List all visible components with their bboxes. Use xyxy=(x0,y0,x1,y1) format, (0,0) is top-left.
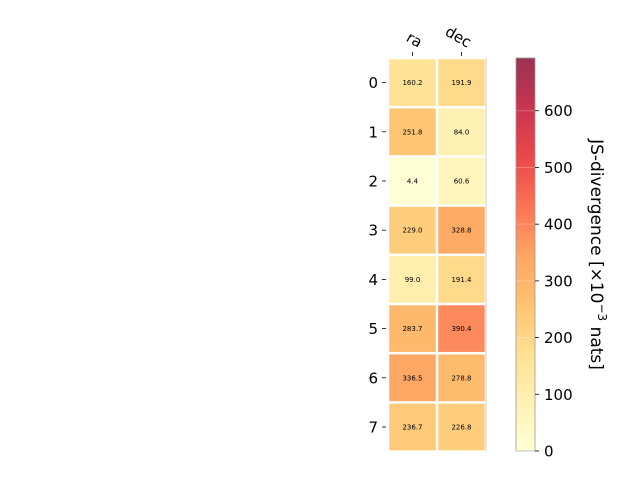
colorbar-tick-label: 400 xyxy=(544,216,573,234)
row-label: 0 xyxy=(368,74,378,92)
heatmap-cell xyxy=(438,256,485,303)
colorbar-tick-label: 100 xyxy=(544,386,573,404)
heatmap-grid: 160.2 191.9 251.8 84.0 4.4 60.6 229.0 328.8 99.0… xyxy=(368,22,487,452)
colorbar-label-unit: nats] xyxy=(586,321,606,370)
row-label: 3 xyxy=(368,222,378,240)
heatmap-cell-label: 99.0 xyxy=(405,276,421,284)
heatmap-cell xyxy=(389,305,436,352)
heatmap-cell-label: 236.7 xyxy=(402,424,422,432)
heatmap-cell-label: 328.8 xyxy=(451,227,471,235)
heatmap-cell-label: 160.2 xyxy=(402,79,422,87)
heatmap-cell xyxy=(389,59,436,106)
heatmap-cell-label: 4.4 xyxy=(407,178,419,186)
heatmap-cell-label: 229.0 xyxy=(402,227,422,235)
heatmap-cell-label: 226.8 xyxy=(451,424,471,432)
heatmap-cell-label: 191.9 xyxy=(451,79,471,87)
heatmap-cell xyxy=(389,256,436,303)
colorbar-label: JS-divergence [×10−3 nats] xyxy=(586,138,609,370)
row-label: 5 xyxy=(368,320,378,338)
heatmap-cell xyxy=(389,157,436,205)
heatmap-cell xyxy=(438,157,485,205)
colorbar-label-exponent: −3 xyxy=(595,303,609,321)
heatmap-cell xyxy=(438,108,485,156)
heatmap-cell-label: 251.8 xyxy=(402,128,422,136)
heatmap-cell xyxy=(438,59,485,106)
colorbar-frame xyxy=(515,57,536,452)
colorbar-label-main: JS-divergence [×10 xyxy=(586,138,606,303)
colorbar-tick-label: 0 xyxy=(544,443,554,461)
colorbar-tick-label: 500 xyxy=(544,159,573,177)
heatmap-cell-label: 60.6 xyxy=(454,178,470,186)
heatmap-cell-label: 283.7 xyxy=(402,325,422,333)
heatmap-cell-label: 336.5 xyxy=(402,374,422,382)
colorbar-tick-label: 200 xyxy=(544,329,573,347)
heatmap-cell xyxy=(438,206,485,254)
colorbar-tick-label: 600 xyxy=(544,102,573,120)
colorbar-gradient xyxy=(516,58,535,451)
column-label: ra xyxy=(403,28,425,51)
heatmap-cell xyxy=(438,403,485,451)
heatmap-cell xyxy=(438,305,485,352)
row-label: 4 xyxy=(368,271,378,289)
row-label: 2 xyxy=(368,173,378,191)
colorbar: 0 100 200 300 400 500 600 JS-divergence [×10−3 … xyxy=(515,57,609,461)
heatmap-cell xyxy=(389,354,436,402)
column-label: dec xyxy=(442,22,474,51)
colorbar-tick-label: 300 xyxy=(544,272,573,290)
heatmap-cell-label: 191.4 xyxy=(451,276,472,284)
heatmap-cell xyxy=(389,403,436,451)
row-label: 6 xyxy=(368,369,378,387)
heatmap-cell xyxy=(438,354,485,402)
row-label: 7 xyxy=(368,419,378,437)
heatmap-cell-label: 390.4 xyxy=(451,325,472,333)
row-label: 1 xyxy=(368,123,378,141)
heatmap-cell xyxy=(389,108,436,156)
heatmap-cell-label: 278.8 xyxy=(451,374,471,382)
heatmap-cell-label: 84.0 xyxy=(454,128,470,136)
heatmap-cell xyxy=(389,206,436,254)
